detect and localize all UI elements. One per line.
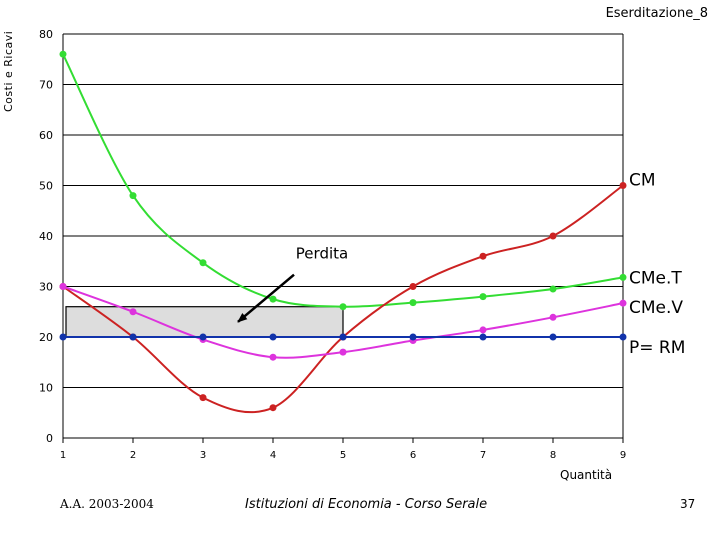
data-point-cm [269, 404, 277, 412]
y-tick-label: 50 [39, 180, 53, 193]
data-point-cm [549, 232, 557, 240]
data-point-cme-v [339, 348, 347, 356]
loss-area [65, 306, 344, 338]
page-number: 37 [680, 497, 696, 511]
data-point-cm [409, 283, 417, 290]
data-point-cme-t [59, 50, 67, 58]
data-point-p-rm [479, 333, 487, 341]
footer-academic-year: A.A. 2003-2004 [60, 497, 154, 511]
data-point-cme-v [59, 283, 67, 290]
y-tick-label: 60 [39, 129, 53, 142]
y-tick-label: 30 [39, 281, 53, 294]
series-label-p-rm: P= RM [629, 338, 685, 358]
x-tick-label: 1 [60, 450, 66, 461]
y-tick-label: 0 [46, 432, 53, 445]
series-label-cm: CM [629, 171, 656, 191]
x-tick-label: 6 [410, 450, 416, 461]
annotation-arrow [237, 273, 295, 323]
footer-course-name: Istituzioni di Economia - Corso Serale [245, 497, 488, 512]
data-point-cme-v [549, 313, 557, 321]
x-tick-label: 3 [200, 450, 206, 461]
series-label-cme-t: CMe.T [629, 268, 682, 288]
data-point-p-rm [409, 333, 417, 341]
data-point-cme-t [129, 192, 137, 200]
data-point-cm [619, 182, 627, 189]
data-point-cme-t [479, 293, 487, 301]
data-point-p-rm [549, 333, 557, 341]
data-point-p-rm [619, 333, 627, 341]
data-point-cme-v [129, 308, 137, 316]
annotation-label: Perdita [296, 245, 348, 263]
y-tick-label: 70 [39, 79, 53, 92]
data-point-cme-t [269, 295, 277, 303]
data-point-cme-t [199, 259, 207, 267]
series-label-cme-v: CMe.V [629, 298, 683, 318]
x-tick-label: 7 [480, 450, 486, 461]
data-point-p-rm [199, 333, 207, 341]
y-tick-label: 20 [39, 331, 53, 344]
data-point-cme-v [269, 353, 277, 361]
data-point-p-rm [59, 333, 67, 341]
data-point-p-rm [339, 333, 347, 341]
y-tick-label: 80 [39, 28, 53, 41]
x-tick-label: 5 [340, 450, 346, 461]
data-point-cme-t [619, 273, 627, 281]
x-tick-label: 8 [550, 450, 556, 461]
data-point-cme-v [479, 326, 487, 334]
data-point-cm [199, 394, 207, 402]
data-point-cme-t [409, 299, 417, 307]
data-point-cme-v [619, 299, 627, 307]
y-tick-label: 10 [39, 382, 53, 395]
data-point-p-rm [129, 333, 137, 341]
x-tick-label: 4 [270, 450, 276, 461]
y-axis-label: Costi e Ricavi [2, 30, 15, 112]
series-line-cm [62, 184, 624, 414]
x-axis-label: Quantità [560, 468, 613, 482]
data-point-p-rm [269, 333, 277, 341]
data-point-cme-t [339, 303, 347, 311]
data-point-cme-t [549, 285, 557, 293]
slide-title: Eserditazione_8 [605, 6, 708, 21]
x-tick-label: 9 [620, 450, 626, 461]
series-line-cme-t [62, 53, 624, 308]
data-point-cm [479, 252, 487, 260]
y-tick-label: 40 [39, 230, 53, 243]
x-tick-label: 2 [130, 450, 136, 461]
